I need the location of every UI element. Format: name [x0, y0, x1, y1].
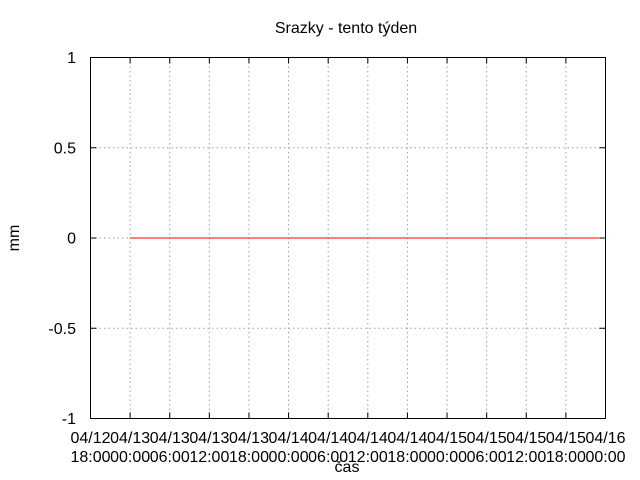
x-tick-label-time: 06:00 [150, 449, 190, 466]
y-tick-label: 0.5 [54, 140, 76, 157]
y-tick-label: 0 [67, 231, 76, 248]
x-tick-label-date: 04/16 [585, 430, 625, 447]
x-axis-label: čas [335, 459, 360, 476]
x-tick-label-time: 18:00 [70, 449, 110, 466]
x-tick-label-date: 04/14 [387, 430, 427, 447]
x-tick-label-time: 18:00 [229, 449, 269, 466]
chart-title: Srazky - tento týden [275, 20, 417, 37]
x-tick-label-time: 00:00 [585, 449, 625, 466]
x-tick-label-date: 04/15 [467, 430, 507, 447]
x-tick-label-time: 18:00 [387, 449, 427, 466]
x-tick-label-time: 12:00 [348, 449, 388, 466]
x-tick-label-time: 00:00 [110, 449, 150, 466]
y-tick-label: -0.5 [48, 321, 76, 338]
x-tick-label-time: 12:00 [189, 449, 229, 466]
y-tick-label: 1 [67, 50, 76, 67]
x-tick-label-time: 06:00 [467, 449, 507, 466]
x-tick-label-date: 04/13 [189, 430, 229, 447]
x-tick-label-date: 04/12 [70, 430, 110, 447]
y-tick-label: -1 [62, 411, 76, 428]
x-tick-label-date: 04/14 [308, 430, 348, 447]
x-tick-label-time: 00:00 [269, 449, 309, 466]
x-tick-label-date: 04/15 [546, 430, 586, 447]
x-tick-label-date: 04/13 [110, 430, 150, 447]
x-tick-label-time: 00:00 [427, 449, 467, 466]
x-tick-label-date: 04/15 [427, 430, 467, 447]
x-tick-label-date: 04/14 [348, 430, 388, 447]
y-tick-labels: -1 -0.5 0 0.5 1 [48, 50, 76, 428]
x-tick-label-date: 04/15 [506, 430, 546, 447]
x-tick-label-time: 06:00 [308, 449, 348, 466]
x-tick-label-date: 04/13 [150, 430, 190, 447]
x-tick-labels: 04/1218:0004/1300:0004/1306:0004/1312:00… [70, 430, 625, 466]
x-tick-label-date: 04/14 [269, 430, 309, 447]
x-tick-label-date: 04/13 [229, 430, 269, 447]
x-tick-label-time: 12:00 [506, 449, 546, 466]
x-tick-label-time: 18:00 [546, 449, 586, 466]
ticks [90, 57, 606, 419]
y-axis-label: mm [6, 225, 23, 252]
